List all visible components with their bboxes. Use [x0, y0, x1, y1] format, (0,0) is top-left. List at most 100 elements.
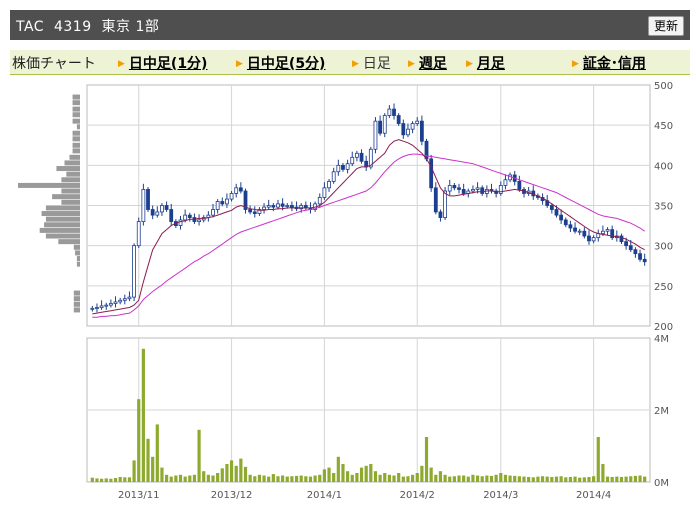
- tab-monthly-link[interactable]: 月足: [476, 56, 505, 72]
- candle-body: [429, 158, 434, 189]
- candle-body: [517, 181, 522, 190]
- volume-profile-bar: [52, 194, 80, 200]
- candle-body: [378, 120, 383, 134]
- candle-body: [415, 120, 420, 124]
- volume-bar: [346, 471, 350, 482]
- candle-body: [127, 296, 132, 300]
- volume-bar: [308, 476, 313, 482]
- volume-bar: [480, 476, 484, 482]
- volume-bar: [285, 476, 289, 482]
- x-tick-label: 2014/4: [576, 490, 611, 501]
- candle-body: [624, 241, 629, 247]
- candle-body: [601, 230, 605, 235]
- volume-profile-bar: [73, 307, 80, 313]
- volume-profile-bar: [76, 124, 80, 130]
- candle-body: [160, 205, 164, 213]
- candle-body: [290, 205, 294, 208]
- volume-bar: [378, 474, 382, 482]
- volume-bar: [499, 473, 503, 482]
- candle-body: [229, 193, 234, 200]
- volume-bar: [197, 429, 201, 482]
- volume-profile-bar: [56, 166, 80, 172]
- candle-body: [633, 249, 638, 255]
- volume-bar: [420, 465, 424, 482]
- volume-profile-bar: [61, 199, 80, 205]
- tab-intraday-5min[interactable]: ▶ 日中足(5分): [236, 53, 325, 73]
- volume-profile-bar: [72, 130, 80, 136]
- moving-average-long-line: [92, 153, 645, 318]
- tab-intraday-1min[interactable]: ▶ 日中足(1分): [118, 53, 207, 73]
- volume-profile-bar: [76, 261, 80, 267]
- candle-body: [215, 201, 220, 210]
- candle-body: [169, 209, 174, 222]
- volume-bar: [225, 464, 229, 482]
- candle-body: [276, 203, 280, 208]
- volume-bar: [462, 475, 466, 482]
- volume-bar: [137, 399, 141, 482]
- candle-body: [568, 224, 573, 229]
- volume-bar: [573, 476, 577, 482]
- tab-intraday-1min-link[interactable]: 日中足(1分): [128, 56, 208, 72]
- volume-profile-bar: [72, 118, 80, 124]
- volume-bar: [401, 476, 405, 482]
- volume-bar: [438, 471, 443, 482]
- tab-margin-link[interactable]: 証金･信用: [582, 56, 646, 72]
- price-tick-label: 400: [654, 161, 673, 172]
- candle-body: [248, 209, 253, 213]
- candle-body: [447, 185, 452, 192]
- candle-body: [577, 230, 582, 233]
- volume-tick-label: 4M: [654, 334, 669, 345]
- volume-bar: [271, 474, 275, 482]
- volume-bar: [633, 475, 637, 482]
- candle-body: [132, 245, 136, 298]
- volume-bar: [517, 476, 521, 482]
- volume-bar: [587, 476, 591, 482]
- volume-bar: [452, 476, 456, 482]
- tab-monthly[interactable]: ▶ 月足: [466, 53, 505, 73]
- candle-body: [113, 301, 118, 304]
- candle-body: [471, 189, 475, 192]
- candle-body: [150, 209, 155, 216]
- candle-body: [475, 187, 480, 190]
- volume-profile-bar: [76, 256, 80, 262]
- candle-body: [401, 123, 406, 136]
- volume-bar: [294, 475, 299, 482]
- candle-body: [327, 181, 331, 189]
- volume-bar: [95, 478, 99, 482]
- candle-body: [341, 164, 345, 170]
- candle-body: [354, 152, 359, 158]
- volume-bar: [540, 476, 545, 482]
- candle-body: [252, 211, 257, 214]
- candle-body: [396, 115, 401, 124]
- candle-body: [638, 253, 642, 260]
- candle-body: [573, 227, 577, 232]
- candle-body: [610, 229, 615, 239]
- volume-bar: [554, 476, 559, 482]
- volume-bar: [522, 476, 526, 482]
- candle-body: [619, 235, 624, 243]
- volume-bar: [559, 476, 563, 482]
- volume-bar: [216, 473, 220, 482]
- refresh-button[interactable]: 更新: [648, 16, 684, 36]
- x-tick-label: 2013/12: [211, 490, 253, 501]
- volume-bar: [564, 477, 568, 482]
- volume-profile-bar: [72, 94, 80, 100]
- arrow-right-icon: ▶: [466, 59, 473, 69]
- volume-bar: [220, 468, 224, 482]
- tab-weekly-link[interactable]: 週足: [418, 56, 447, 72]
- candle-body: [549, 205, 554, 210]
- tab-weekly[interactable]: ▶ 週足: [408, 53, 447, 73]
- volume-bar: [327, 467, 331, 482]
- volume-bar: [178, 474, 183, 482]
- candle-body: [257, 209, 262, 214]
- tab-margin[interactable]: ▶ 証金･信用: [572, 53, 646, 73]
- volume-bar: [466, 476, 470, 482]
- tab-intraday-5min-link[interactable]: 日中足(5分): [246, 56, 326, 72]
- price-tick-label: 500: [654, 81, 673, 92]
- title-bar: TAC 4319 東京 1部 更新: [10, 10, 690, 40]
- moving-average-short-line: [92, 139, 645, 315]
- volume-bar: [113, 478, 118, 482]
- candle-body: [582, 230, 587, 237]
- volume-bar: [429, 467, 433, 482]
- volume-bar: [369, 464, 373, 482]
